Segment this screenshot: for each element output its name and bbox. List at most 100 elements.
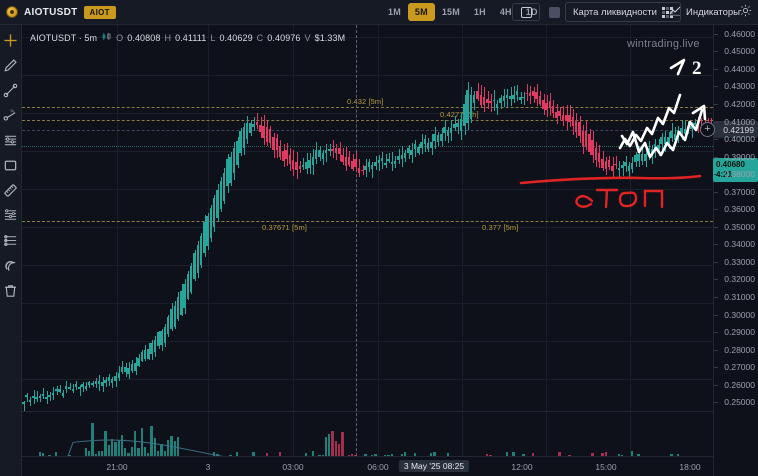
candle-body	[107, 377, 110, 381]
price-tick: 0.30000	[724, 309, 755, 320]
level-line-04277[interactable]	[22, 120, 713, 121]
level-line-0432[interactable]	[22, 107, 713, 108]
price-tick: 0.37000	[724, 186, 755, 197]
candle-body	[176, 296, 180, 319]
theme-button[interactable]	[540, 3, 568, 21]
candle-wick	[622, 161, 624, 176]
candle-body	[157, 332, 160, 346]
price-tick: 0.31000	[724, 291, 755, 302]
candle-body	[91, 382, 94, 386]
candle-body	[644, 153, 647, 161]
candle-body	[545, 102, 548, 111]
candle-body	[124, 366, 127, 373]
pen-tool-icon[interactable]	[2, 56, 20, 74]
price-tickmark	[714, 244, 718, 246]
candle-body	[87, 381, 91, 385]
trend-line-tool-icon[interactable]	[2, 81, 20, 99]
candle-body	[236, 140, 239, 165]
candle-body	[301, 165, 305, 167]
candle-body	[683, 129, 686, 134]
level-label-0432: 0.432 [5m]	[347, 97, 384, 106]
candle-body	[413, 144, 416, 150]
candle-body	[338, 147, 341, 154]
settings-button[interactable]	[733, 2, 758, 22]
candle-body	[535, 91, 538, 99]
price-tickmark	[714, 156, 718, 158]
candle-body	[74, 384, 78, 387]
candle-body	[262, 126, 265, 139]
candle-body	[676, 130, 680, 136]
measure-tool-icon[interactable]: %	[2, 106, 20, 124]
candle-body	[621, 164, 624, 169]
candle-body	[347, 156, 351, 166]
price-axis[interactable]: + 0.42199 0.40680 4:21 0.46000 0.45000 0.4…	[700, 25, 758, 476]
candle-body	[104, 379, 107, 384]
timeframe-15m[interactable]: 15M	[441, 7, 460, 17]
magnet-tool-icon[interactable]	[2, 256, 20, 274]
candle-body	[637, 154, 640, 162]
candle-body	[417, 147, 420, 153]
candle-body	[255, 121, 259, 125]
legend-close-value: 0.40976	[267, 32, 301, 43]
price-tick: 0.25000	[724, 397, 755, 408]
legend-low-label: L	[210, 32, 216, 43]
indicators-button[interactable]: Индикаторы	[663, 2, 746, 22]
ruler-tool-icon[interactable]	[2, 181, 20, 199]
current-price-badge: 0.40680 4:21	[713, 158, 758, 182]
candle-body	[189, 266, 193, 293]
candle-body	[110, 378, 114, 384]
position-tool-icon[interactable]	[2, 231, 20, 249]
candle-body	[532, 91, 535, 97]
price-tickmark	[714, 86, 718, 88]
candle-body	[229, 156, 232, 183]
candle-wick	[36, 391, 38, 403]
candle-wick	[388, 152, 390, 164]
timeframe-1m[interactable]: 1M	[388, 7, 401, 17]
candle-body	[459, 118, 463, 131]
timeframe-5m[interactable]: 5M	[407, 3, 435, 21]
candle-body	[222, 172, 226, 201]
time-axis[interactable]: 21:00 3 03:00 06:00 3 May '25 08:25 12:0…	[22, 456, 713, 476]
chart-canvas[interactable]: 0.432 [5m] 0.4277 [5h] 0.37671 [5m] 0.37…	[22, 25, 713, 476]
price-tick: 0.41000	[724, 116, 755, 127]
candle-wick	[23, 400, 25, 411]
candle-body	[499, 98, 502, 104]
price-tick: 0.35000	[724, 221, 755, 232]
timeframe-4h[interactable]: 4H	[499, 7, 512, 17]
trash-tool-icon[interactable]	[2, 281, 20, 299]
candle-body	[558, 111, 561, 117]
pane-separator	[22, 411, 713, 412]
legend-open-value: 0.40808	[127, 32, 161, 43]
time-tick-3: 06:00	[367, 462, 389, 472]
volume-bar	[120, 434, 124, 476]
candle-body	[377, 160, 380, 164]
crosshair-price-badge: + 0.42199	[700, 121, 758, 138]
chart-type-button[interactable]	[512, 3, 540, 21]
symbol-block[interactable]: AIOTUSDT AIOT	[0, 5, 116, 19]
candle-body	[614, 164, 617, 166]
price-tick: 0.28000	[724, 344, 755, 355]
candle-body	[420, 142, 423, 148]
chart-style-icon	[520, 6, 532, 18]
crosshair-tool-icon[interactable]	[2, 31, 20, 49]
candle-wick	[303, 157, 305, 170]
level-line-0377[interactable]	[22, 221, 713, 222]
horizontal-lines-tool-icon[interactable]	[2, 131, 20, 149]
candle-body	[624, 161, 627, 167]
liquidity-map-button[interactable]: Карта ликвидности	[565, 2, 681, 22]
candle-body	[216, 190, 219, 219]
candle-body	[199, 235, 203, 266]
fib-tool-icon[interactable]	[2, 206, 20, 224]
candle-body	[607, 159, 611, 167]
price-tick: 0.45000	[724, 46, 755, 57]
candle-body	[32, 396, 35, 399]
rectangle-tool-icon[interactable]	[2, 156, 20, 174]
candle-body	[565, 114, 568, 122]
candle-body	[61, 392, 64, 396]
candle-body	[311, 156, 314, 165]
candle-body	[660, 136, 663, 144]
candle-body	[476, 91, 479, 99]
timeframe-1d[interactable]: 1D	[525, 7, 538, 17]
timeframe-1h[interactable]: 1H	[473, 7, 486, 17]
price-tickmark	[714, 139, 718, 141]
